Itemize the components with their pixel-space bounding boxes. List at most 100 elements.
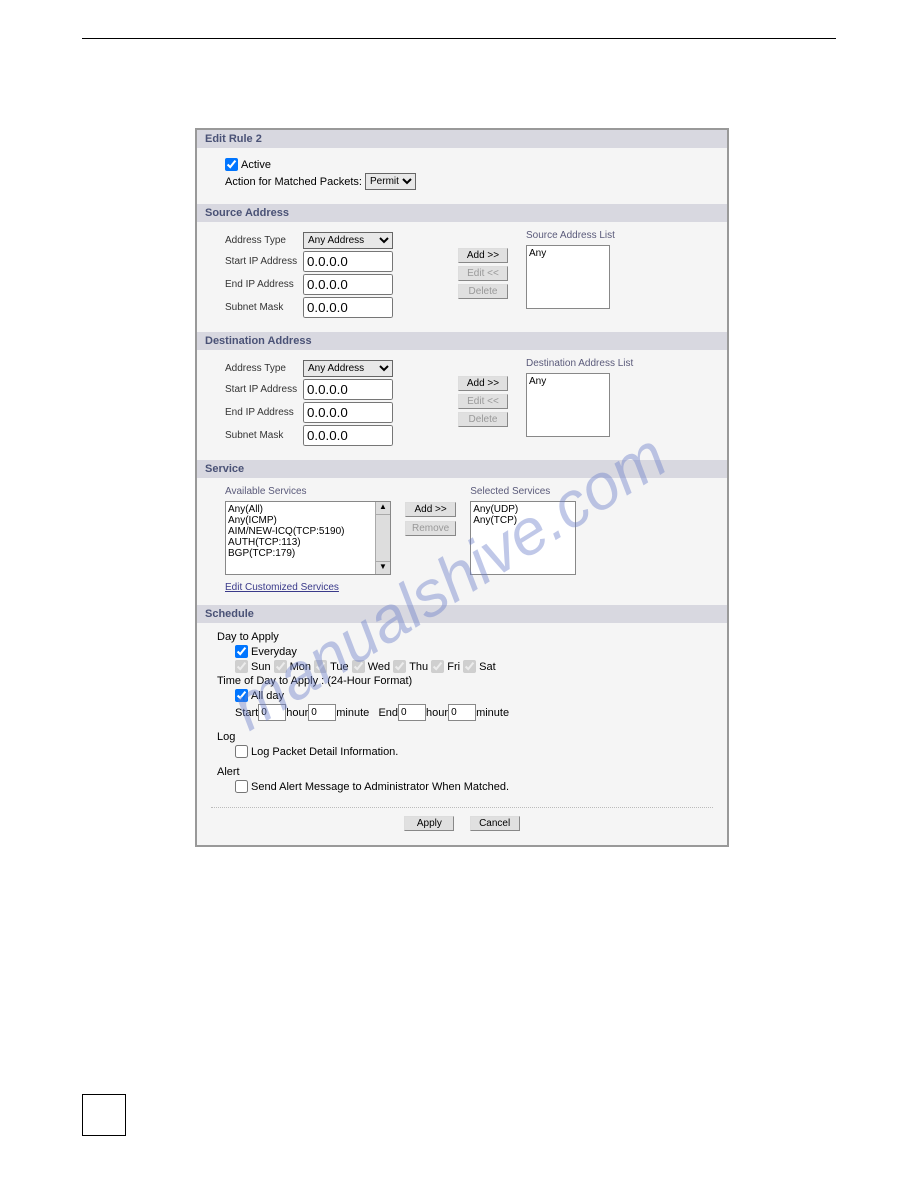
dst-addrtype-select[interactable]: Any Address [303, 360, 393, 377]
action-label: Action for Matched Packets: [225, 176, 362, 188]
page-corner-box [82, 1094, 126, 1136]
edit-custom-services-link[interactable]: Edit Customized Services [225, 582, 339, 593]
day-tue-checkbox[interactable] [314, 660, 327, 673]
dst-startip-label: Start IP Address [225, 385, 303, 395]
list-item[interactable]: AIM/NEW-ICQ(TCP:5190) [228, 526, 388, 537]
day-label: Sun [251, 661, 271, 673]
scrollbar[interactable]: ▲ ▼ [375, 502, 390, 574]
end-hour-input[interactable] [398, 704, 426, 721]
list-item[interactable]: Any(TCP) [473, 515, 573, 526]
src-startip-input[interactable] [303, 251, 393, 272]
service-body: Available Services Any(All) Any(ICMP) AI… [197, 478, 727, 605]
day-to-apply-label: Day to Apply [217, 631, 713, 643]
src-subnet-input[interactable] [303, 297, 393, 318]
source-header: Source Address [197, 204, 727, 222]
scroll-down-icon[interactable]: ▼ [376, 561, 390, 574]
dst-startip-input[interactable] [303, 379, 393, 400]
day-thu-checkbox[interactable] [393, 660, 406, 673]
dst-addrtype-label: Address Type [225, 363, 303, 374]
svc-remove-button[interactable]: Remove [405, 521, 456, 536]
log-title: Log [217, 731, 713, 743]
end-min-input[interactable] [448, 704, 476, 721]
list-item[interactable]: Any [529, 376, 607, 387]
hour-label: hour [426, 707, 448, 719]
src-endip-input[interactable] [303, 274, 393, 295]
dst-list-title: Destination Address List [526, 358, 633, 369]
dst-address-list[interactable]: Any [526, 373, 610, 437]
day-label: Tue [330, 661, 349, 673]
avail-svc-label: Available Services [225, 486, 391, 497]
everyday-checkbox[interactable] [235, 645, 248, 658]
day-fri-checkbox[interactable] [431, 660, 444, 673]
dst-subnet-label: Subnet Mask [225, 430, 303, 441]
day-label: Fri [447, 661, 460, 673]
selected-services-list[interactable]: Any(UDP) Any(TCP) [470, 501, 576, 575]
sel-svc-label: Selected Services [470, 486, 576, 497]
dst-delete-button[interactable]: Delete [458, 412, 508, 427]
log-checkbox[interactable] [235, 745, 248, 758]
src-delete-button[interactable]: Delete [458, 284, 508, 299]
list-item[interactable]: Any [529, 248, 607, 259]
day-label: Mon [290, 661, 311, 673]
alert-title: Alert [217, 766, 713, 778]
service-header: Service [197, 460, 727, 478]
day-wed-checkbox[interactable] [352, 660, 365, 673]
list-item[interactable]: Any(All) [228, 504, 388, 515]
start-min-input[interactable] [308, 704, 336, 721]
alert-checkbox[interactable] [235, 780, 248, 793]
dst-subnet-input[interactable] [303, 425, 393, 446]
day-label: Wed [368, 661, 390, 673]
day-label: Sat [479, 661, 496, 673]
dst-add-button[interactable]: Add >> [458, 376, 508, 391]
minute-label: minute [476, 707, 509, 719]
src-list-title: Source Address List [526, 230, 615, 241]
start-label: Start [235, 707, 258, 719]
available-services-list[interactable]: Any(All) Any(ICMP) AIM/NEW-ICQ(TCP:5190)… [225, 501, 391, 575]
src-address-list[interactable]: Any [526, 245, 610, 309]
dest-header: Destination Address [197, 332, 727, 350]
src-addrtype-select[interactable]: Any Address [303, 232, 393, 249]
apply-button[interactable]: Apply [404, 816, 454, 831]
active-label: Active [241, 159, 271, 171]
log-label: Log Packet Detail Information. [251, 746, 398, 758]
action-select[interactable]: Permit [365, 173, 416, 190]
hour-label: hour [286, 707, 308, 719]
src-addrtype-label: Address Type [225, 235, 303, 246]
allday-checkbox[interactable] [235, 689, 248, 702]
minute-label: minute [336, 707, 369, 719]
alert-label: Send Alert Message to Administrator When… [251, 781, 509, 793]
dest-body: Address TypeAny Address Start IP Address… [197, 350, 727, 460]
edit-rule-header: Edit Rule 2 [197, 130, 727, 148]
page-top-rule [82, 38, 836, 39]
list-item[interactable]: AUTH(TCP:113) [228, 537, 388, 548]
dst-edit-button[interactable]: Edit << [458, 394, 508, 409]
list-item[interactable]: Any(UDP) [473, 504, 573, 515]
day-mon-checkbox[interactable] [274, 660, 287, 673]
allday-label: All day [251, 690, 284, 702]
dst-endip-label: End IP Address [225, 408, 303, 418]
dst-endip-input[interactable] [303, 402, 393, 423]
list-item[interactable]: BGP(TCP:179) [228, 548, 388, 559]
schedule-body: Day to Apply Everyday Sun Mon Tue Wed Th… [197, 623, 727, 807]
svc-add-button[interactable]: Add >> [405, 502, 456, 517]
rule-general-body: Active Action for Matched Packets: Permi… [197, 148, 727, 204]
src-subnet-label: Subnet Mask [225, 302, 303, 313]
source-body: Address TypeAny Address Start IP Address… [197, 222, 727, 332]
active-checkbox[interactable] [225, 158, 238, 171]
rule-editor-panel: Edit Rule 2 Active Action for Matched Pa… [195, 128, 729, 847]
day-sun-checkbox[interactable] [235, 660, 248, 673]
start-hour-input[interactable] [258, 704, 286, 721]
list-item[interactable]: Any(ICMP) [228, 515, 388, 526]
end-label: End [378, 707, 398, 719]
scroll-up-icon[interactable]: ▲ [376, 502, 390, 515]
src-startip-label: Start IP Address [225, 257, 303, 267]
src-endip-label: End IP Address [225, 280, 303, 290]
src-edit-button[interactable]: Edit << [458, 266, 508, 281]
src-add-button[interactable]: Add >> [458, 248, 508, 263]
footer-buttons: Apply Cancel [211, 807, 713, 845]
everyday-label: Everyday [251, 646, 297, 658]
day-sat-checkbox[interactable] [463, 660, 476, 673]
day-label: Thu [409, 661, 428, 673]
cancel-button[interactable]: Cancel [470, 816, 520, 831]
schedule-header: Schedule [197, 605, 727, 623]
